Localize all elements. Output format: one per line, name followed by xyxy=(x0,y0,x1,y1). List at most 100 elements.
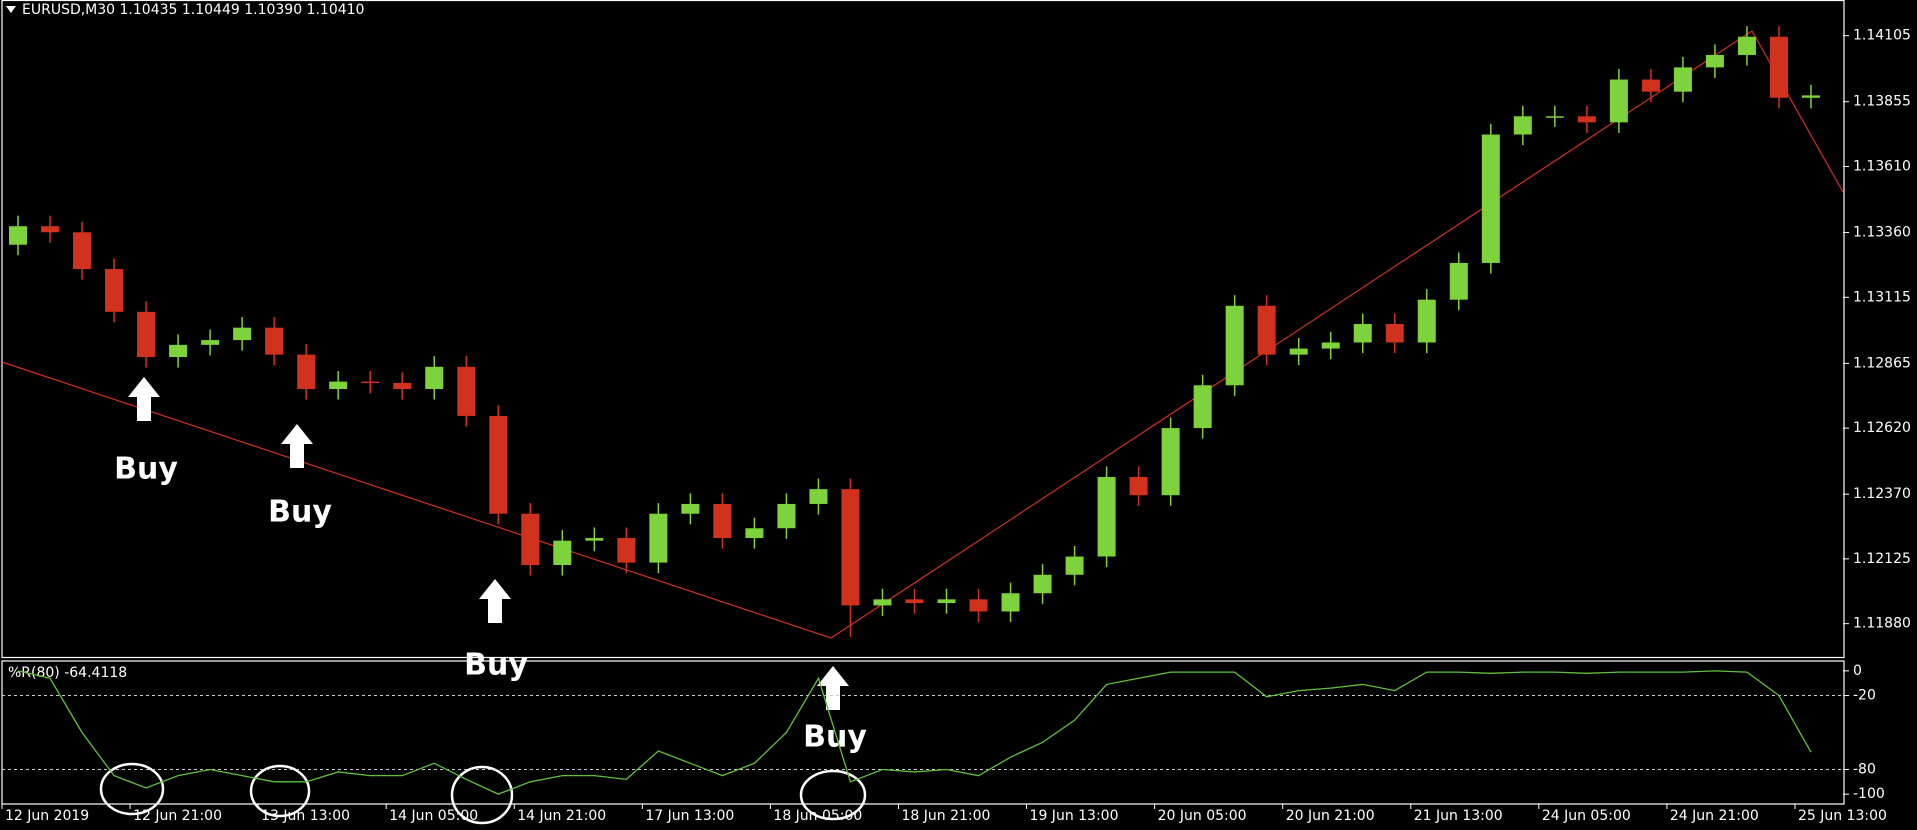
candle-body xyxy=(585,538,604,541)
candle-body xyxy=(1673,67,1692,92)
buy-arrow xyxy=(128,377,160,421)
candle-body xyxy=(1737,36,1756,55)
buy-label: Buy xyxy=(464,648,528,683)
candle-body xyxy=(1353,323,1372,343)
y-tick-label: 0 xyxy=(1853,663,1862,679)
indicator-panel-frame xyxy=(1,660,1845,805)
x-tick-label: 24 Jun 05:00 xyxy=(1542,808,1631,824)
candle-body xyxy=(1321,342,1340,349)
candle-body xyxy=(1385,323,1404,343)
candle-body xyxy=(1161,428,1180,496)
candle-body xyxy=(41,226,60,233)
x-tick-label: 18 Jun 05:00 xyxy=(773,808,862,824)
candle-body xyxy=(649,513,668,563)
candle-body xyxy=(329,381,348,389)
y-tick-label: 1.14105 xyxy=(1853,28,1911,44)
candle-body xyxy=(1129,476,1148,496)
x-tick-label: 20 Jun 05:00 xyxy=(1158,808,1247,824)
candle-body xyxy=(1609,79,1628,123)
y-tick-label: 1.12620 xyxy=(1853,420,1911,436)
candle-body xyxy=(393,382,412,389)
candle-body xyxy=(553,540,572,565)
x-tick-label: 13 Jun 13:00 xyxy=(261,808,350,824)
menu-triangle[interactable] xyxy=(6,6,16,13)
buy-arrow xyxy=(281,424,313,468)
trend-line xyxy=(1751,30,1844,193)
x-tick-label: 25 Jun 13:00 xyxy=(1798,808,1887,824)
y-tick-label: -20 xyxy=(1853,688,1876,704)
candle-body xyxy=(681,503,700,514)
trend-line xyxy=(830,30,1753,639)
candle-body xyxy=(1033,574,1052,594)
candle-body xyxy=(1769,36,1788,98)
y-tick-label: 1.12125 xyxy=(1853,551,1911,567)
y-tick-label: 1.13115 xyxy=(1853,289,1911,305)
candle-body xyxy=(1449,262,1468,300)
candle-body xyxy=(265,327,284,355)
candle-body xyxy=(1641,79,1660,92)
y-tick-label: 1.13360 xyxy=(1853,225,1911,241)
candle-body xyxy=(713,503,732,539)
y-tick-label: 1.12370 xyxy=(1853,486,1911,502)
candle-body xyxy=(1577,116,1596,123)
y-tick-label: 1.13610 xyxy=(1853,158,1911,174)
buy-label: Buy xyxy=(268,495,332,530)
candle-body xyxy=(969,599,988,612)
y-tick-label: 1.13855 xyxy=(1853,94,1911,110)
buy-arrow xyxy=(479,579,511,623)
candle-body xyxy=(777,503,796,529)
circle xyxy=(99,762,165,816)
circle xyxy=(799,769,867,821)
candle-body xyxy=(201,340,220,345)
candle-body xyxy=(137,311,156,358)
price-panel-frame xyxy=(1,0,1845,659)
x-tick-label: 20 Jun 21:00 xyxy=(1286,808,1375,824)
candle-body xyxy=(1417,299,1436,343)
candle-body xyxy=(873,599,892,606)
x-tick-label: 21 Jun 13:00 xyxy=(1414,808,1503,824)
x-tick-label: 17 Jun 13:00 xyxy=(645,808,734,824)
candle-body xyxy=(521,513,540,565)
circle xyxy=(450,765,514,825)
x-tick-label: 14 Jun 05:00 xyxy=(389,808,478,824)
candle-body xyxy=(1001,593,1020,612)
y-tick-label: -80 xyxy=(1853,761,1876,777)
highlight-circles xyxy=(99,762,867,825)
candle-body xyxy=(233,327,252,341)
candle-body xyxy=(1225,305,1244,386)
candle-body xyxy=(105,269,124,312)
chart-title: EURUSD,M30 1.10435 1.10449 1.10390 1.104… xyxy=(22,2,364,18)
candle-body xyxy=(1513,116,1532,135)
candle-body xyxy=(617,538,636,563)
y-tick-label: 1.11880 xyxy=(1853,616,1911,632)
y-tick-label: 1.12865 xyxy=(1853,355,1911,371)
circle xyxy=(249,764,311,818)
candle-body xyxy=(9,226,28,245)
candle-body xyxy=(1065,556,1084,575)
candle-body xyxy=(745,528,764,539)
candle-body xyxy=(1545,116,1564,118)
x-tick-label: 12 Jun 21:00 xyxy=(133,808,222,824)
buy-arrow xyxy=(817,666,849,710)
candle-body xyxy=(1481,134,1500,263)
buy-label: Buy xyxy=(803,720,867,755)
candle-body xyxy=(361,381,380,384)
x-tick-label: 12 Jun 2019 xyxy=(5,808,89,824)
indicator-line xyxy=(17,670,1812,795)
candle-body xyxy=(1289,348,1308,355)
candle-body xyxy=(841,489,860,606)
candle-body xyxy=(169,344,188,358)
candle-body xyxy=(1257,305,1276,355)
x-tick-label: 14 Jun 21:00 xyxy=(517,808,606,824)
x-tick-label: 18 Jun 21:00 xyxy=(901,808,990,824)
candle-body xyxy=(905,599,924,604)
candle-body xyxy=(809,489,828,504)
buy-label: Buy xyxy=(114,452,178,487)
candle-body xyxy=(1097,476,1116,557)
candle-body xyxy=(425,366,444,389)
candle-body xyxy=(937,599,956,604)
indicator-title: %R(80) -64.4118 xyxy=(8,665,127,681)
